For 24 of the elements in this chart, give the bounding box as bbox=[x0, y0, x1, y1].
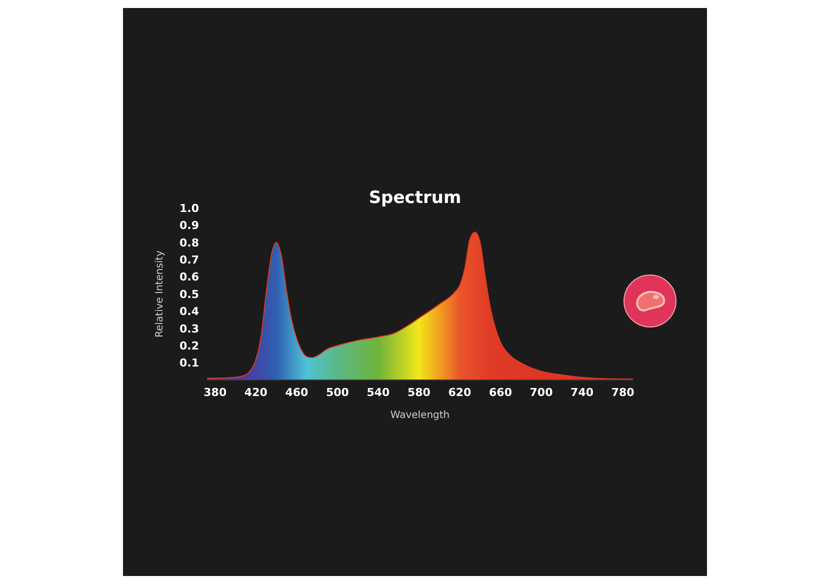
y-tick-label: 0.7 bbox=[180, 254, 199, 267]
x-tick-label: 700 bbox=[530, 386, 554, 399]
x-tick-label: 660 bbox=[489, 386, 512, 399]
y-tick-label: 0.5 bbox=[180, 288, 199, 301]
x-axis-title: Wavelength bbox=[390, 410, 450, 421]
y-tick-label: 0.8 bbox=[180, 236, 199, 250]
y-tick-label: 1.0 bbox=[180, 202, 200, 215]
x-tick-label: 540 bbox=[366, 386, 390, 399]
y-axis-title: Relative Intensity bbox=[154, 250, 166, 338]
y-tick-label: 0.9 bbox=[180, 219, 199, 232]
y-tick-label: 0.2 bbox=[180, 340, 199, 353]
y-tick-label: 0.1 bbox=[180, 356, 199, 370]
chart-title: Spectrum bbox=[368, 188, 462, 208]
x-tick-label: 500 bbox=[326, 386, 350, 399]
x-tick-label: 580 bbox=[407, 386, 431, 399]
y-tick-label: 0.3 bbox=[180, 322, 199, 336]
x-tick-label: 740 bbox=[570, 386, 594, 399]
x-tick-label: 380 bbox=[204, 386, 227, 399]
x-tick-label: 620 bbox=[448, 386, 472, 399]
x-tick-label: 780 bbox=[611, 386, 635, 399]
x-tick-label: 420 bbox=[244, 386, 268, 399]
y-tick-label: 0.4 bbox=[180, 305, 200, 318]
x-tick-label: 460 bbox=[285, 386, 309, 399]
y-tick-label: 0.6 bbox=[180, 270, 200, 284]
